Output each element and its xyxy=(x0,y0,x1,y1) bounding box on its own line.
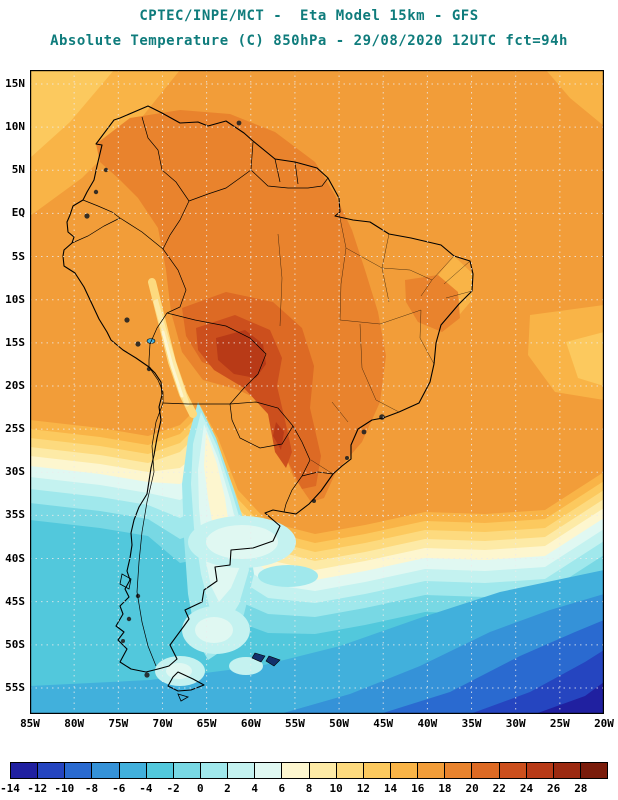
colorbar-cell xyxy=(471,763,499,778)
lon-tick-label: 30W xyxy=(505,717,526,730)
lat-tick-label: 35S xyxy=(5,508,25,522)
colorbar-cell xyxy=(335,763,363,778)
colorbar-cell xyxy=(552,763,580,778)
lon-axis: 85W 80W 75W 70W 65W 60W 55W 50W 45W 40W 35W 30W 25W 2… xyxy=(20,717,614,731)
map-frame-border xyxy=(30,70,604,714)
colorbar-tick-label: 24 xyxy=(519,782,534,795)
lon-tick-label: 55W xyxy=(284,717,305,730)
colorbar-tick-label: 16 xyxy=(411,782,425,795)
chiloe-island xyxy=(119,573,132,590)
page-title: CPTEC/INPE/MCT - Eta Model 15km - GFS xyxy=(139,8,479,24)
colorbar-tick-label: 12 xyxy=(356,782,370,795)
lat-axis: 15N 10N 5N EQ 5S 10S 15S 20S 25S 30S 35S 40S 45S 50S 5… xyxy=(0,70,27,714)
cape-horn-islets xyxy=(177,693,190,702)
colorbar-tick-label: 4 xyxy=(251,782,258,795)
colorbar-tick-label: -8 xyxy=(84,782,99,795)
colorbar-cell xyxy=(91,763,119,778)
lon-tick-label: 65W xyxy=(196,717,217,730)
lon-tick-label: 50W xyxy=(329,717,349,730)
colorbar-cell xyxy=(389,763,418,778)
lat-tick-label: 30S xyxy=(5,465,25,479)
lon-tick-label: 45W xyxy=(373,717,394,730)
colorbar-tick-label: 26 xyxy=(547,782,561,795)
colorbar-tick-label: 18 xyxy=(438,782,452,795)
colorbar-cell xyxy=(362,763,390,778)
colorbar-labels: -14 -12 -10 -8 -6 -4 -2 0 2 4 6 8 10 12 14 16 18 20 22 24 26… xyxy=(0,782,608,796)
lat-tick-label: 55S xyxy=(5,680,25,694)
colorbar-cell xyxy=(498,763,526,778)
colorbar-tick-label: -14 xyxy=(0,782,20,795)
colorbar-cell xyxy=(145,763,173,778)
colorbar-cell xyxy=(308,763,336,778)
south-america-temperature-map xyxy=(30,70,604,714)
colorbar-cell xyxy=(525,763,553,778)
colorbar-cell xyxy=(11,763,38,778)
lon-tick-label: 25W xyxy=(549,717,570,730)
lat-tick-label: 15N xyxy=(5,77,25,90)
colorbar-cell xyxy=(227,763,255,778)
colorbar-tick-label: -6 xyxy=(112,782,126,795)
state-borders xyxy=(277,212,473,475)
colorbar-tick-label: 2 xyxy=(224,782,231,795)
lon-tick-label: 80W xyxy=(64,717,85,730)
lon-tick-label: 85W xyxy=(20,717,40,730)
colorbar-tick-label: 10 xyxy=(329,782,343,795)
colorbar-tick-label: 6 xyxy=(278,782,286,795)
colorbar-tick-label: -2 xyxy=(166,782,180,795)
lat-tick-label: 10N xyxy=(5,120,25,134)
lat-tick-label: 25S xyxy=(5,422,25,436)
lat-tick-label: 10S xyxy=(5,292,25,306)
lon-tick-label: 70W xyxy=(152,717,173,730)
map-plot-area xyxy=(30,70,604,714)
lon-tick-label: 35W xyxy=(461,717,482,730)
colorbar-tick-label: 8 xyxy=(305,782,313,795)
lat-tick-label: 5N xyxy=(11,163,25,177)
colorbar-cell xyxy=(417,763,445,778)
lon-tick-label: 20W xyxy=(594,717,614,730)
country-borders xyxy=(71,116,334,667)
lon-tick-label: 75W xyxy=(108,717,129,730)
lat-tick-label: 45S xyxy=(5,594,25,608)
grid-lines xyxy=(30,70,604,714)
colorbar-tick-label: -12 xyxy=(27,782,48,795)
colorbar-tick-label: 28 xyxy=(574,782,588,795)
colorbar-cell xyxy=(64,763,92,778)
colorbar-tick-label: -10 xyxy=(54,782,75,795)
colorbar-cell xyxy=(37,763,65,778)
lat-tick-label: 15S xyxy=(5,335,25,349)
lon-tick-label: 40W xyxy=(417,717,438,730)
colorbar-cell xyxy=(579,763,608,778)
colorbar-tick-label: 20 xyxy=(465,782,479,795)
colorbar xyxy=(10,762,608,779)
colorbar-tick-label: 0 xyxy=(196,782,204,795)
lat-tick-label: 5S xyxy=(11,249,25,263)
temp-warm-core xyxy=(96,110,460,502)
tierra-del-fuego xyxy=(167,671,205,692)
lat-tick-label: 40S xyxy=(5,551,25,565)
colorbar-cell xyxy=(444,763,472,778)
colorbar-tick-label: -4 xyxy=(139,782,153,795)
colorbar-cell xyxy=(199,763,228,778)
colorbar-cell xyxy=(254,763,282,778)
colorbar-cell xyxy=(172,763,200,778)
colorbar-tick-label: 22 xyxy=(492,782,506,795)
colorbar-tick-label: 14 xyxy=(383,782,398,795)
lat-tick-label: 20S xyxy=(5,378,25,392)
page-subtitle: Absolute Temperature (C) 850hPa - 29/08/… xyxy=(50,33,568,49)
falkland-islands xyxy=(251,652,281,667)
lon-tick-label: 60W xyxy=(240,717,261,730)
lat-tick-label: 50S xyxy=(5,637,25,651)
colorbar-cell xyxy=(118,763,146,778)
colorbar-cell xyxy=(281,763,309,778)
lat-tick-label: EQ xyxy=(11,206,25,220)
coastline xyxy=(62,105,474,692)
